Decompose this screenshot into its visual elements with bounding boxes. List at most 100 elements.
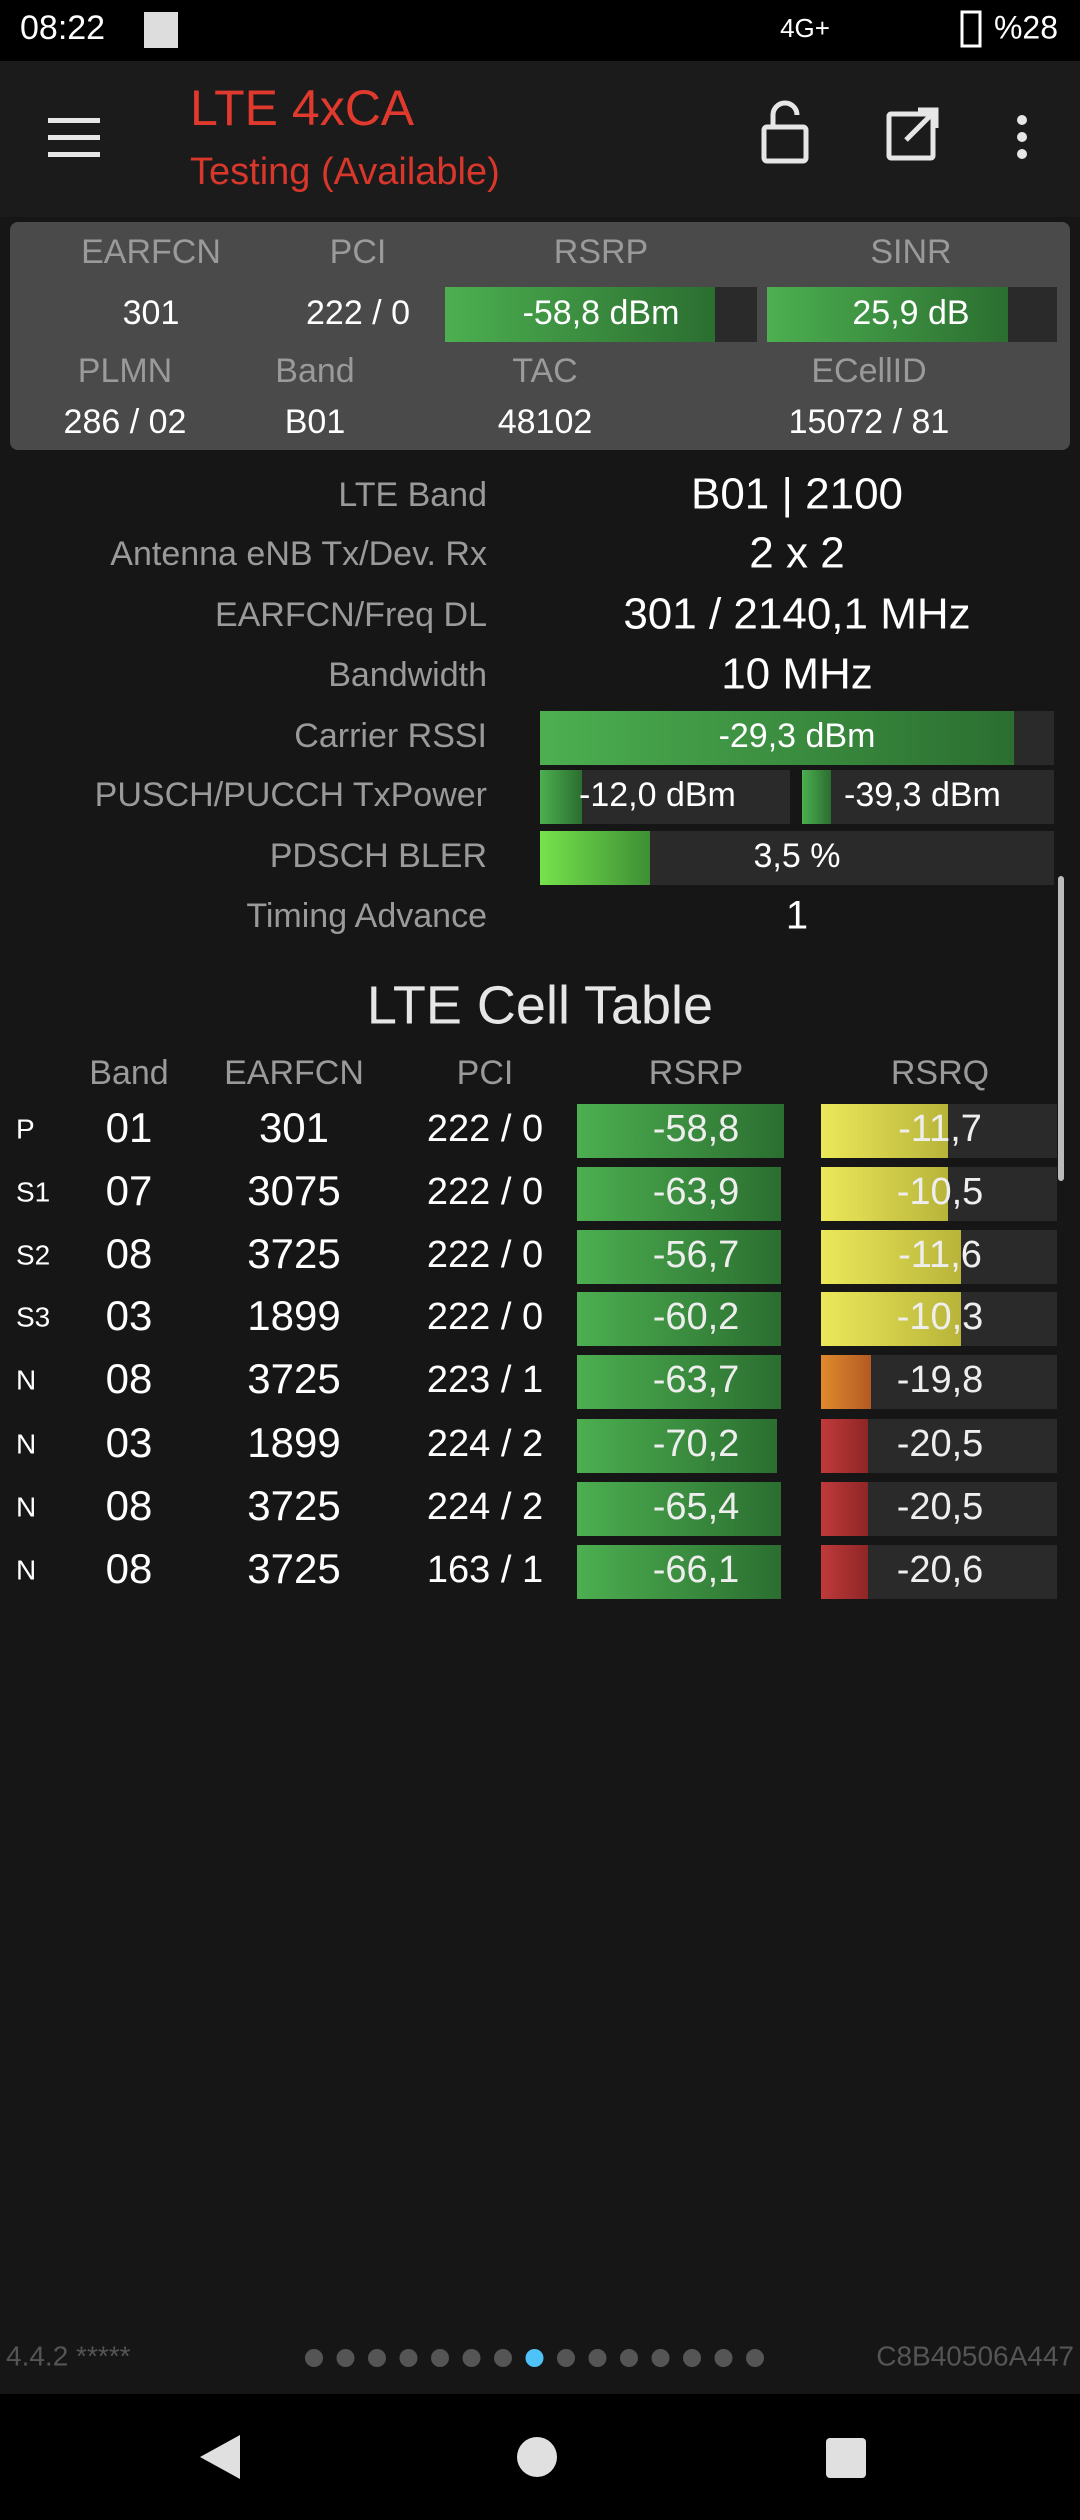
rsrp-cell-bar <box>577 1545 781 1599</box>
table-header: RSRP <box>649 1054 743 1092</box>
cell-earfcn: 3725 <box>247 1482 340 1529</box>
footer-id: C8B40506A447 <box>876 2340 1074 2371</box>
detail-value: -29,3 dBm <box>719 717 876 755</box>
row-type: S1 <box>16 1176 50 1207</box>
pucch-bar <box>802 770 831 824</box>
footer-version: 4.4.2 ***** <box>6 2340 131 2371</box>
overflow-menu[interactable] <box>1017 115 1027 159</box>
cell-pci: 224 / 2 <box>427 1423 543 1465</box>
page-dot[interactable] <box>683 2349 701 2367</box>
cell-rsrq: -10,5 <box>897 1171 984 1213</box>
cell-band: 03 <box>106 1419 153 1466</box>
bler-bar <box>540 831 650 885</box>
detail-value: 1 <box>786 894 808 938</box>
page-dot[interactable] <box>746 2349 764 2367</box>
page-dot[interactable] <box>399 2349 418 2367</box>
detail-label: Bandwidth <box>328 656 487 694</box>
rssi-bar <box>540 711 1014 765</box>
page-dot[interactable] <box>431 2349 449 2367</box>
serving-value: 301 <box>123 294 180 332</box>
rsrq-cell-bar <box>821 1230 961 1284</box>
detail-label: PUSCH/PUCCH TxPower <box>95 776 487 814</box>
rsrq-cell-bar <box>821 1419 868 1473</box>
serving-value: -58,8 dBm <box>523 294 680 332</box>
page-dot[interactable] <box>462 2349 481 2367</box>
table-header: PCI <box>457 1054 514 1092</box>
cell-earfcn: 1899 <box>247 1292 340 1339</box>
rsrq-cell-bar <box>821 1545 868 1599</box>
page-dot[interactable] <box>620 2349 638 2367</box>
status-bar <box>0 0 1080 61</box>
cell-earfcn: 301 <box>259 1104 329 1151</box>
app-actions[interactable] <box>761 100 939 164</box>
rsrp-cell-bar <box>577 1355 781 1409</box>
content: 08:22 4G+ %28 LTE 4xCA Testing (Available) EA… <box>6 9 1074 2371</box>
menu-icon[interactable] <box>48 118 100 157</box>
scrollbar <box>1058 876 1064 1181</box>
serving-header: PLMN <box>78 352 172 390</box>
serving-value: 48102 <box>498 403 593 441</box>
serving-header: Band <box>275 352 354 390</box>
rsrp-cell-bar <box>577 1104 784 1158</box>
cell-band: 08 <box>106 1355 153 1402</box>
pucch-bar-track <box>802 770 1054 824</box>
page-dot[interactable] <box>525 2349 544 2367</box>
serving-value: 222 / 0 <box>306 294 410 332</box>
recents-button[interactable] <box>826 2438 866 2478</box>
serving-header: SINR <box>870 233 951 271</box>
serving-value: 286 / 02 <box>64 403 187 441</box>
page-dot[interactable] <box>588 2349 607 2367</box>
home-button[interactable] <box>517 2437 557 2477</box>
cell-pci: 222 / 0 <box>427 1108 543 1150</box>
rsrq-cell-bar <box>821 1104 948 1158</box>
status-network: 4G+ <box>780 13 830 43</box>
page-dot[interactable] <box>305 2349 323 2367</box>
cell-pci: 224 / 2 <box>427 1486 543 1528</box>
page-dot[interactable] <box>336 2349 355 2367</box>
detail-value: -12,0 dBm <box>579 776 736 814</box>
app-bar <box>0 61 1080 217</box>
page-dot[interactable] <box>368 2349 386 2367</box>
cell-rsrp: -58,8 <box>653 1108 740 1150</box>
cell-pci: 222 / 0 <box>427 1234 543 1276</box>
detail-label: Antenna eNB Tx/Dev. Rx <box>110 535 487 573</box>
app-subtitle: Testing (Available) <box>190 151 500 193</box>
rsrq-cell-bar <box>821 1355 871 1409</box>
page-dot[interactable] <box>714 2349 733 2367</box>
serving-value: 15072 / 81 <box>789 403 950 441</box>
cell-rsrq: -19,8 <box>897 1359 984 1401</box>
cell-rsrq: -10,3 <box>897 1296 984 1338</box>
page-dot[interactable] <box>557 2349 575 2367</box>
detail-value: -39,3 dBm <box>844 776 1001 814</box>
table-title: LTE Cell Table <box>367 975 713 1035</box>
back-button[interactable] <box>200 2435 240 2479</box>
cell-rsrp: -63,7 <box>653 1359 740 1401</box>
rsrp-cell-bar <box>577 1292 781 1346</box>
cell-rsrq: -11,6 <box>898 1234 982 1276</box>
cell-band: 07 <box>106 1167 153 1214</box>
rsrp-cell-bar <box>577 1482 781 1536</box>
page-dot[interactable] <box>494 2349 512 2367</box>
row-type: N <box>16 1428 36 1459</box>
cell-pci: 163 / 1 <box>427 1549 543 1591</box>
detail-label: Timing Advance <box>246 897 487 935</box>
table-header: Band <box>89 1054 168 1092</box>
row-type: S2 <box>16 1239 50 1270</box>
cell-rsrp: -70,2 <box>653 1423 740 1465</box>
cell-earfcn: 3725 <box>247 1355 340 1402</box>
detail-value: 2 x 2 <box>749 529 844 578</box>
cell-band: 01 <box>106 1104 153 1151</box>
cell-rsrq: -20,5 <box>897 1423 984 1465</box>
status-battery: %28 <box>994 9 1058 45</box>
table-header: EARFCN <box>224 1054 364 1092</box>
serving-header: RSRP <box>554 233 648 271</box>
cell-pci: 223 / 1 <box>427 1359 543 1401</box>
cell-rsrq: -11,7 <box>898 1108 982 1150</box>
cell-earfcn: 3725 <box>247 1230 340 1277</box>
detail-label: PDSCH BLER <box>270 837 487 875</box>
page-dot[interactable] <box>651 2349 670 2367</box>
cell-band: 03 <box>106 1292 153 1339</box>
detail-label: Carrier RSSI <box>294 717 487 755</box>
serving-value: B01 <box>285 403 346 441</box>
cell-earfcn: 3075 <box>247 1167 340 1214</box>
